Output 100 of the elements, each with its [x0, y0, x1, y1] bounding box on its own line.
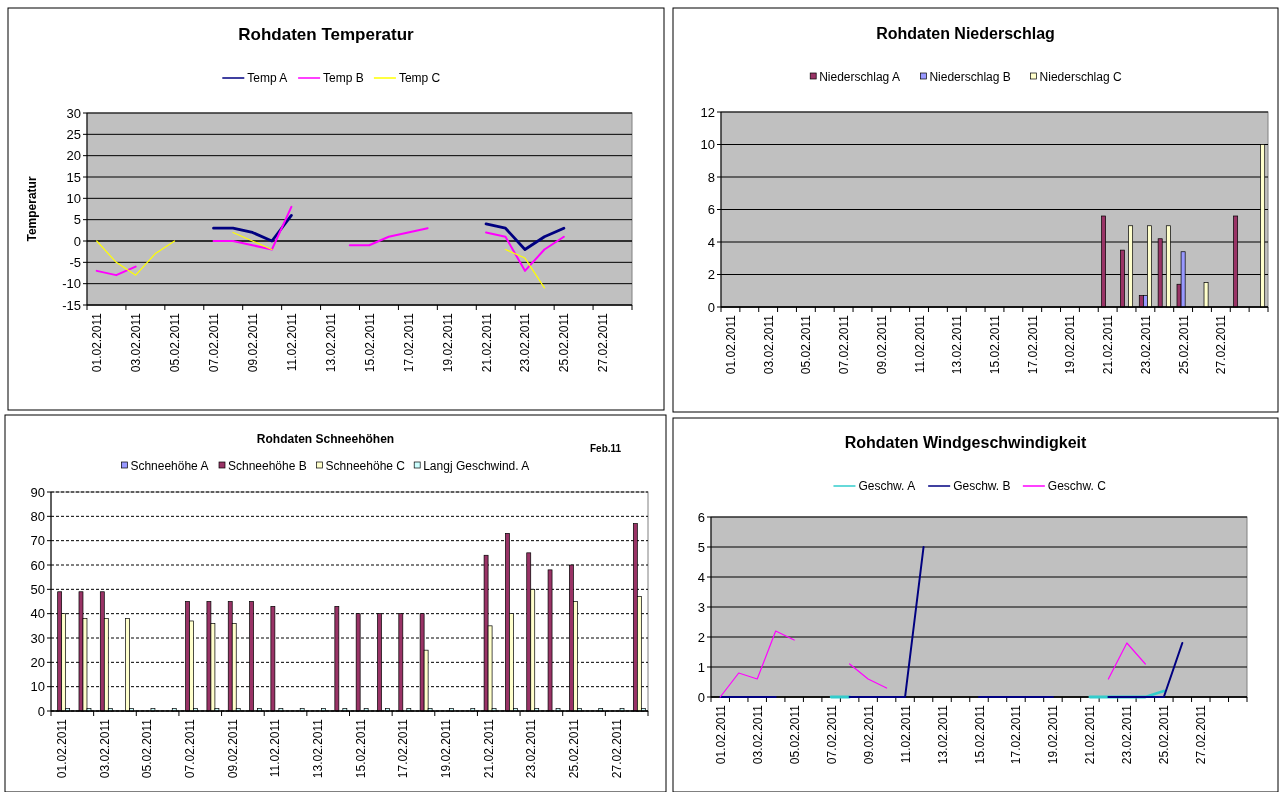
x-tick-label: 01.02.2011: [723, 314, 738, 375]
y-tick-label: 25: [66, 126, 81, 142]
x-tick-label: 03.02.2011: [761, 314, 776, 375]
y-tick-label: 0: [37, 703, 45, 719]
y-tick-label: 5: [73, 212, 81, 228]
x-tick-label: 07.02.2011: [824, 704, 839, 765]
y-tick-label: 40: [30, 606, 45, 622]
y-tick-label: -5: [69, 254, 81, 270]
x-tick-label: 25.02.2011: [557, 312, 572, 373]
x-tick-label: 27.02.2011: [609, 718, 624, 779]
y-tick-label: 70: [30, 533, 45, 549]
y-tick-label: 30: [30, 630, 45, 646]
x-tick-label: 05.02.2011: [799, 314, 814, 375]
x-tick-label: 19.02.2011: [1063, 314, 1078, 375]
y-tick-label: 6: [707, 202, 715, 217]
y-tick-label: 3: [697, 599, 705, 615]
x-tick-label: 07.02.2011: [837, 314, 852, 375]
x-tick-label: 03.02.2011: [750, 704, 765, 765]
chart-title: Rohdaten Schneehöhen: [256, 432, 395, 446]
legend-label: Langj Geschwind. A: [423, 459, 530, 473]
y-tick-label: 6: [697, 509, 705, 525]
legend-label: Schneehöhe A: [130, 459, 209, 473]
y-tick-label: 4: [707, 234, 715, 250]
y-tick-label: 10: [30, 679, 45, 695]
x-tick-label: 11.02.2011: [284, 312, 299, 372]
y-axis-title: Temperatur: [25, 176, 39, 242]
y-tick-label: 60: [30, 557, 45, 573]
x-tick-label: 21.02.2011: [479, 312, 494, 373]
legend-label: Temp A: [247, 71, 288, 85]
y-tick-label: 50: [30, 581, 45, 597]
y-tick-label: 4: [697, 569, 705, 585]
legend-label: Temp C: [398, 71, 441, 85]
y-tick-label: 12: [700, 104, 715, 120]
y-tick-label: 10: [66, 190, 81, 206]
x-tick-label: 05.02.2011: [787, 704, 802, 765]
text: Feb.11: [590, 443, 622, 454]
x-tick-label: 23.02.2011: [1138, 314, 1153, 375]
y-tick-label: -15: [62, 297, 81, 313]
x-tick-label: 15.02.2011: [353, 718, 368, 779]
x-tick-label: 21.02.2011: [1083, 704, 1098, 765]
x-tick-label: 01.02.2011: [90, 312, 105, 373]
legend-label: Geschw. B: [953, 479, 1011, 493]
y-tick-label: 90: [30, 484, 45, 500]
x-tick-label: 19.02.2011: [1046, 704, 1061, 765]
x-tick-label: 25.02.2011: [1157, 704, 1172, 765]
y-tick-label: 20: [66, 148, 81, 164]
x-tick-label: 17.02.2011: [1009, 704, 1024, 765]
y-tick-label: 0: [707, 299, 715, 315]
x-tick-label: 13.02.2011: [311, 718, 326, 779]
x-tick-label: 15.02.2011: [362, 312, 377, 373]
x-tick-label: 07.02.2011: [207, 312, 222, 373]
x-tick-label: 15.02.2011: [972, 704, 987, 765]
x-tick-label: 05.02.2011: [140, 718, 155, 779]
y-tick-label: 0: [697, 689, 705, 705]
y-tick-label: 0: [73, 233, 81, 249]
x-tick-label: 23.02.2011: [524, 718, 539, 779]
x-tick-label: 09.02.2011: [861, 704, 876, 765]
x-tick-label: 03.02.2011: [129, 312, 144, 373]
x-tick-label: 27.02.2011: [1194, 704, 1209, 765]
chart-title: Rohdaten Temperatur: [238, 25, 415, 44]
legend-label: Geschw. A: [858, 479, 916, 493]
x-tick-label: 11.02.2011: [912, 314, 927, 374]
x-tick-label: 27.02.2011: [596, 312, 611, 373]
x-tick-label: 05.02.2011: [168, 312, 183, 373]
x-tick-label: 07.02.2011: [183, 718, 198, 779]
x-tick-label: 19.02.2011: [438, 718, 453, 779]
x-tick-label: 03.02.2011: [97, 718, 112, 779]
y-tick-label: 5: [697, 539, 705, 555]
legend-label: Niederschlag B: [929, 70, 1011, 84]
x-tick-label: 23.02.2011: [1120, 704, 1135, 765]
chart-title: Rohdaten Niederschlag: [876, 25, 1055, 42]
x-tick-label: 17.02.2011: [396, 718, 411, 779]
x-tick-label: 13.02.2011: [950, 314, 965, 375]
x-tick-label: 25.02.2011: [1176, 314, 1191, 375]
y-tick-label: 20: [30, 654, 45, 670]
y-tick-label: 8: [707, 169, 715, 185]
chart-title: Rohdaten Windgeschwindigkeit: [844, 434, 1087, 451]
y-tick-label: 1: [697, 659, 705, 675]
y-tick-label: 10: [700, 137, 715, 152]
y-tick-label: 2: [697, 629, 705, 645]
y-tick-label: 80: [30, 508, 45, 524]
legend-label: Niederschlag A: [819, 70, 900, 84]
x-tick-label: 09.02.2011: [874, 314, 889, 375]
x-tick-label: 21.02.2011: [1101, 314, 1116, 375]
x-tick-label: 11.02.2011: [898, 704, 913, 764]
x-tick-label: 27.02.2011: [1214, 314, 1229, 375]
y-tick-label: 30: [66, 105, 81, 121]
x-tick-label: 17.02.2011: [401, 312, 416, 373]
y-tick-label: -10: [62, 276, 81, 292]
x-tick-label: 21.02.2011: [481, 718, 496, 779]
legend-label: Schneehöhe B: [228, 459, 307, 473]
x-tick-label: 19.02.2011: [440, 312, 455, 373]
x-tick-label: 13.02.2011: [935, 704, 950, 765]
y-tick-label: 15: [66, 169, 81, 185]
x-tick-label: 17.02.2011: [1025, 314, 1040, 375]
x-tick-label: 09.02.2011: [245, 312, 260, 373]
x-tick-label: 25.02.2011: [566, 718, 581, 779]
y-tick-label: 2: [707, 267, 715, 282]
legend-label: Geschw. C: [1047, 479, 1107, 493]
legend-label: Temp B: [323, 71, 364, 85]
